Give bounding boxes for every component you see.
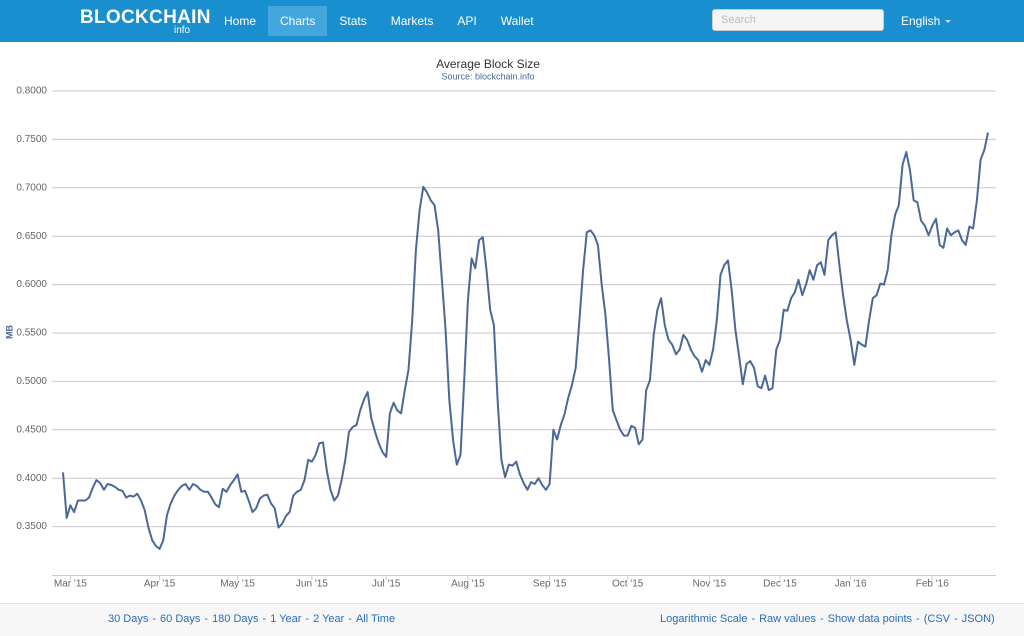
nav-item[interactable]: Markets [390, 14, 434, 28]
separator: - [916, 613, 920, 625]
range-link[interactable]: 180 Days [212, 613, 259, 625]
brand-sub: info [174, 25, 191, 36]
range-link[interactable]: 30 Days [108, 613, 149, 625]
range-link[interactable]: 1 Year [270, 613, 302, 625]
nav-item[interactable]: API [457, 14, 477, 28]
x-tick-label: Aug '15 [451, 579, 485, 590]
range-link[interactable]: 2 Year [313, 613, 345, 625]
y-tick-label: 0.7000 [16, 182, 47, 193]
separator: - [751, 613, 756, 625]
x-tick-label: Jun '15 [296, 579, 328, 590]
x-tick-label: Jul '15 [372, 579, 401, 590]
nav-item[interactable]: Stats [339, 14, 367, 28]
language-menu[interactable]: English [901, 14, 951, 28]
option-link[interactable]: Raw values [759, 613, 816, 625]
option-link[interactable]: Logarithmic Scale [660, 613, 748, 625]
option-links: Logarithmic Scale - Raw values - Show data p… [660, 613, 995, 625]
separator: - [954, 613, 958, 625]
y-tick-label: 0.4000 [16, 473, 47, 484]
export-links: (CSV - JSON) [924, 613, 995, 625]
y-tick-label: 0.6500 [16, 231, 47, 242]
range-links: 30 Days -60 Days -180 Days -1 Year -2 Year - A… [108, 613, 395, 625]
y-tick-label: 0.4500 [16, 424, 47, 435]
y-tick-label: 0.7500 [16, 134, 47, 145]
separator: - [262, 613, 267, 625]
navbar: BLOCKCHAIN info Home Charts Stats Markets AP… [0, 0, 1024, 42]
nav-item[interactable]: Charts [268, 6, 328, 36]
range-link[interactable]: All Time [355, 613, 396, 625]
footer: 30 Days -60 Days -180 Days -1 Year -2 Year - A… [0, 603, 1024, 636]
nav-menu: Home Charts Stats Markets API Wallet [212, 6, 546, 36]
x-tick-label: Dec '15 [763, 579, 797, 590]
separator: - [348, 613, 352, 625]
export-link[interactable]: CSV [927, 613, 950, 625]
x-tick-label: Apr '15 [144, 579, 176, 590]
chart-title: Average Block Size [436, 57, 540, 71]
data-line [62, 132, 989, 550]
paren: ) [991, 613, 995, 625]
x-tick-label: Feb '16 [916, 579, 949, 590]
separator: - [305, 613, 310, 625]
brand-logo[interactable]: BLOCKCHAIN [80, 7, 211, 28]
separator: - [204, 613, 209, 625]
separator: - [152, 613, 157, 625]
range-link[interactable]: 60 Days [160, 613, 201, 625]
paren: ( [923, 613, 928, 625]
x-tick-label: Nov '15 [693, 579, 727, 590]
x-tick-label: Oct '15 [612, 579, 644, 590]
option-link[interactable]: Show data points [827, 613, 913, 625]
separator: - [819, 613, 824, 625]
x-tick-label: Jan '16 [835, 579, 867, 590]
x-tick-label: Mar '15 [54, 579, 87, 590]
search-input[interactable]: Search [712, 9, 884, 31]
x-tick-label: May '15 [220, 579, 255, 590]
nav-item[interactable]: Home [224, 14, 257, 28]
chart-subtitle: Source: blockchain.info [441, 71, 534, 81]
chart: Average Block Size Source: blockchain.in… [4, 57, 996, 590]
y-tick-label: 0.6000 [16, 279, 47, 290]
y-axis-label: MB [4, 325, 14, 339]
export-link[interactable]: JSON [961, 613, 992, 625]
nav-item[interactable]: Wallet [500, 14, 534, 28]
y-tick-label: 0.5500 [16, 328, 47, 339]
y-tick-label: 0.8000 [16, 86, 47, 97]
x-tick-label: Sep '15 [533, 579, 567, 590]
y-tick-label: 0.3500 [16, 521, 47, 532]
y-tick-label: 0.5000 [16, 376, 47, 387]
